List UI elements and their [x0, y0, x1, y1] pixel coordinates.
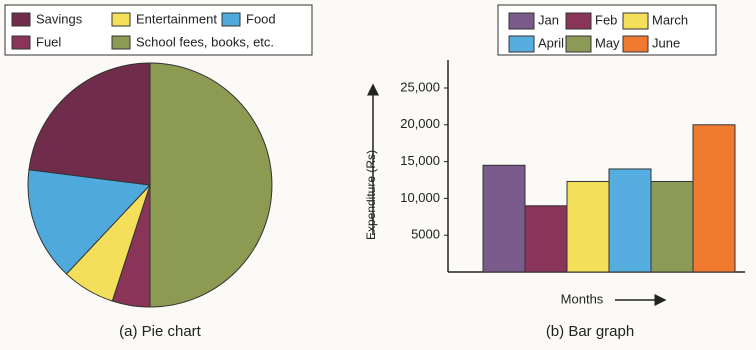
legend-label: May [595, 35, 620, 50]
legend-label: Savings [36, 11, 83, 26]
y-tick-label: 15,000 [400, 153, 440, 168]
bar [566, 180, 610, 273]
bar [608, 168, 652, 273]
pie-legend-box [4, 4, 313, 56]
legend-swatch [111, 12, 131, 27]
bar-caption: (b) Bar graph [546, 323, 634, 340]
legend-swatch [508, 35, 535, 53]
legend-swatch [111, 35, 131, 50]
pie-slice [27, 169, 152, 275]
legend-label: Jan [538, 12, 559, 27]
legend-label: April [538, 35, 564, 50]
legend-label: Fuel [36, 34, 61, 49]
pie-caption: (a) Pie chart [119, 323, 202, 340]
legend-swatch [565, 12, 592, 30]
pie-slice [28, 62, 151, 186]
legend-swatch [508, 12, 535, 30]
legend-swatch [565, 35, 592, 53]
legend-swatch [622, 35, 649, 53]
legend-label: June [652, 35, 680, 50]
bar [524, 205, 568, 273]
y-axis-label: Expenditure (Rs) [364, 150, 378, 240]
legend-label: March [652, 12, 688, 27]
x-axis-label: Months [561, 291, 604, 306]
bar [482, 164, 526, 273]
legend-label: Food [246, 11, 276, 26]
legend-swatch [11, 12, 31, 27]
legend-label: Feb [595, 12, 617, 27]
y-tick-label: 20,000 [400, 116, 440, 131]
y-tick-label: 25,000 [400, 79, 440, 94]
legend-swatch [11, 35, 31, 50]
legend-label: Entertainment [136, 11, 217, 26]
legend-swatch [622, 12, 649, 30]
legend-swatch [221, 12, 241, 27]
y-tick-label: 10,000 [400, 190, 440, 205]
bar [692, 124, 736, 273]
y-tick-label: 5000 [411, 227, 440, 242]
bar [650, 180, 694, 273]
legend-label: School fees, books, etc. [136, 34, 274, 49]
pie-slice [149, 62, 273, 308]
